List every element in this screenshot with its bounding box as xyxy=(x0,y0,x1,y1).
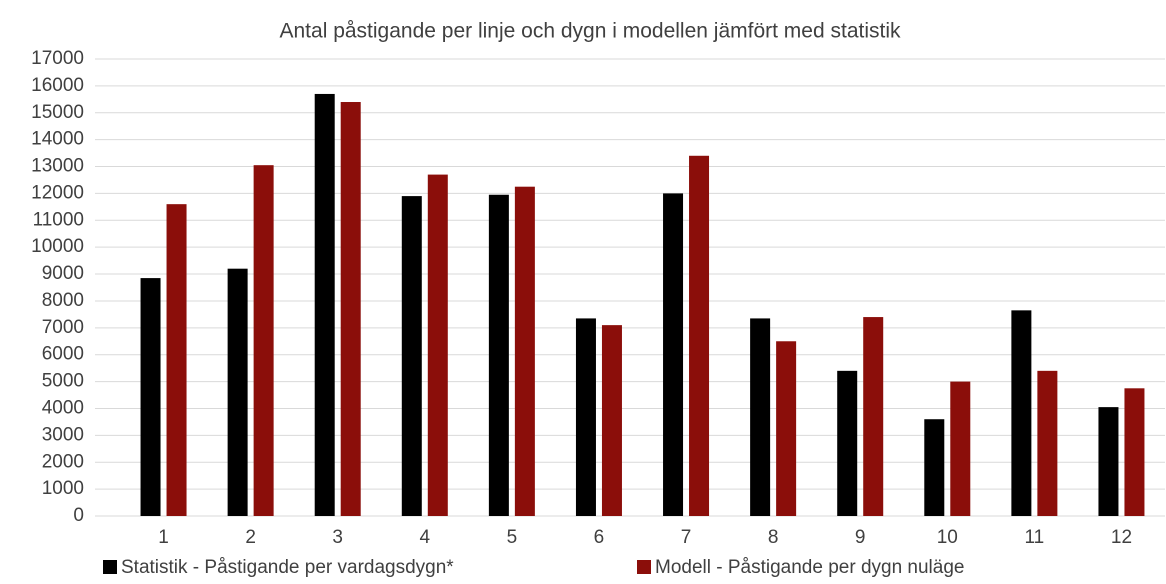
bar xyxy=(140,278,161,516)
bar xyxy=(314,93,335,517)
bar xyxy=(950,381,971,516)
y-tick-label: 14000 xyxy=(31,129,84,150)
bar xyxy=(427,174,448,516)
y-tick-label: 9000 xyxy=(42,263,84,284)
x-tick-label: 6 xyxy=(594,527,605,548)
x-tick-label: 8 xyxy=(768,527,779,548)
bar xyxy=(340,102,361,516)
legend-label: Modell - Påstigande per dygn nuläge xyxy=(655,557,964,578)
y-tick-label: 12000 xyxy=(31,182,84,203)
bar xyxy=(837,370,858,516)
bar xyxy=(776,341,797,516)
legend-label: Statistik - Påstigande per vardagsdygn* xyxy=(121,557,454,578)
x-tick-label: 12 xyxy=(1111,527,1132,548)
y-tick-label: 10000 xyxy=(31,236,84,257)
bar xyxy=(1037,370,1058,516)
y-tick-label: 1000 xyxy=(42,478,84,499)
bar xyxy=(1098,407,1119,516)
bar xyxy=(488,194,509,516)
y-tick-label: 6000 xyxy=(42,344,84,365)
bar xyxy=(575,318,596,516)
y-tick-label: 2000 xyxy=(42,451,84,472)
bar xyxy=(1011,310,1032,516)
x-tick-label: 4 xyxy=(420,527,431,548)
bar xyxy=(166,204,187,516)
y-tick-label: 3000 xyxy=(42,424,84,445)
x-tick-label: 7 xyxy=(681,527,692,548)
y-tick-label: 17000 xyxy=(31,48,84,69)
bar xyxy=(924,419,945,516)
x-tick-label: 1 xyxy=(158,527,169,548)
x-tick-label: 2 xyxy=(245,527,256,548)
chart-title: Antal påstigande per linje och dygn i mo… xyxy=(280,20,901,43)
bar xyxy=(663,193,684,517)
y-tick-label: 15000 xyxy=(31,102,84,123)
y-tick-label: 11000 xyxy=(33,209,84,230)
bar xyxy=(863,317,884,516)
x-tick-label: 10 xyxy=(937,527,958,548)
bar xyxy=(1124,388,1145,516)
legend-swatch xyxy=(103,560,117,574)
bar xyxy=(601,325,622,516)
bar xyxy=(253,165,274,516)
y-tick-label: 0 xyxy=(73,505,84,526)
y-tick-label: 13000 xyxy=(31,156,84,177)
x-tick-label: 9 xyxy=(855,527,866,548)
bar xyxy=(401,196,422,516)
bar xyxy=(750,318,771,516)
y-tick-label: 4000 xyxy=(42,397,84,418)
bar xyxy=(227,268,248,516)
y-tick-label: 16000 xyxy=(31,75,84,96)
y-tick-label: 5000 xyxy=(42,371,84,392)
bar xyxy=(514,186,535,517)
bar xyxy=(689,155,710,516)
x-tick-label: 11 xyxy=(1025,527,1045,548)
legend-swatch xyxy=(637,560,651,574)
x-tick-label: 5 xyxy=(507,527,518,548)
y-tick-label: 7000 xyxy=(42,317,84,338)
y-tick-label: 8000 xyxy=(42,290,84,311)
x-tick-label: 3 xyxy=(332,527,343,548)
